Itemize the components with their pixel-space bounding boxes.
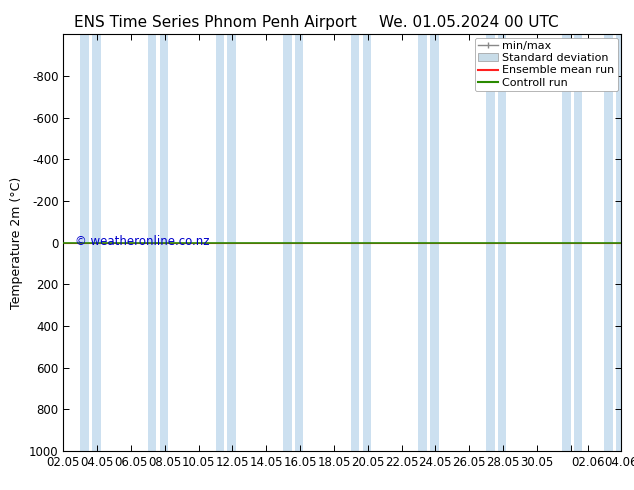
Text: We. 01.05.2024 00 UTC: We. 01.05.2024 00 UTC (379, 15, 559, 30)
Legend: min/max, Standard deviation, Ensemble mean run, Controll run: min/max, Standard deviation, Ensemble me… (475, 38, 618, 91)
Bar (148, 34, 157, 451)
Bar (216, 34, 224, 451)
Bar (295, 34, 304, 451)
Y-axis label: Temperature 2m (°C): Temperature 2m (°C) (10, 176, 23, 309)
Bar (363, 34, 371, 451)
Bar (616, 34, 624, 451)
Bar (562, 34, 571, 451)
Bar (486, 34, 495, 451)
Bar (574, 34, 583, 451)
Bar (604, 34, 613, 451)
Bar (160, 34, 168, 451)
Bar (351, 34, 359, 451)
Bar (418, 34, 427, 451)
Bar (81, 34, 89, 451)
Bar (498, 34, 507, 451)
Bar (430, 34, 439, 451)
Text: © weatheronline.co.nz: © weatheronline.co.nz (75, 235, 209, 248)
Bar (92, 34, 101, 451)
Text: ENS Time Series Phnom Penh Airport: ENS Time Series Phnom Penh Airport (74, 15, 357, 30)
Bar (228, 34, 236, 451)
Bar (283, 34, 292, 451)
